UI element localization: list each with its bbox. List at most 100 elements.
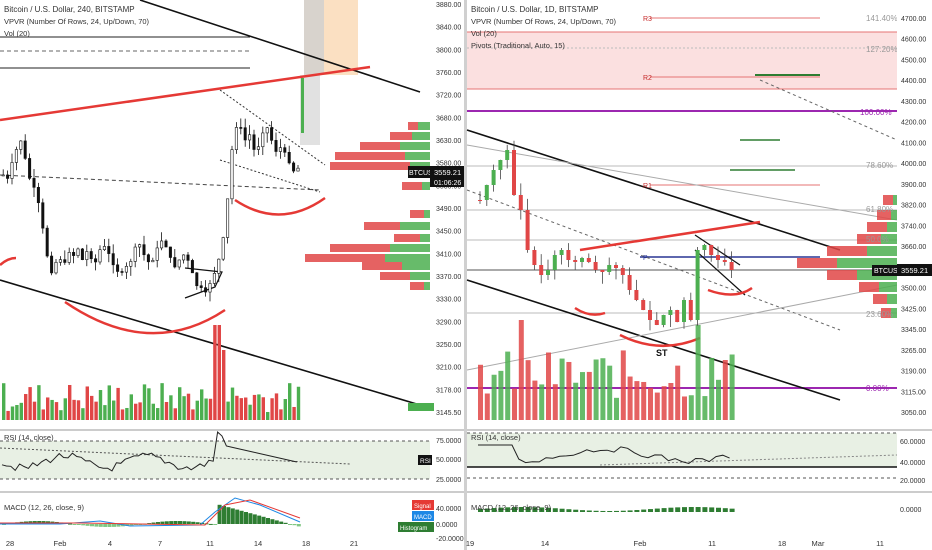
vpvr-up-bar: [424, 210, 430, 218]
ticker-tag: [408, 166, 430, 178]
volume-bar: [695, 325, 701, 420]
vpvr-down-bar: [330, 162, 410, 170]
price-tick-label: 3330.00: [436, 297, 461, 304]
macd-bar: [641, 509, 647, 512]
candle-body: [98, 249, 102, 263]
right-time-axis[interactable]: 19 14 Feb 11 18 Mar 11: [466, 539, 884, 548]
vpvr-up-bar: [891, 308, 897, 318]
macd-tag-label: MACD: [414, 515, 432, 521]
left-vol-label: Vol (20): [4, 29, 30, 38]
candle-body: [518, 195, 523, 210]
ticker-label: BTCUSD: [409, 170, 438, 177]
macd-bar: [195, 522, 200, 524]
candle-body: [45, 227, 49, 257]
price-tick-label: 3900.00: [901, 182, 926, 189]
macd-bar: [81, 524, 86, 526]
candle-body: [287, 152, 291, 164]
volume-bar: [160, 383, 164, 420]
volume-bar: [72, 399, 76, 420]
volume-bar: [222, 350, 226, 420]
right-vpvr-label: VPVR (Number Of Rows, 24, Up/Down, 70): [471, 17, 617, 26]
volume-bar: [213, 325, 217, 420]
candle-body: [491, 170, 496, 185]
volume-bar: [81, 408, 85, 420]
candle-body: [648, 310, 652, 320]
macd-bar: [661, 508, 667, 512]
volume-bar: [532, 380, 538, 420]
thin-trend-line: [466, 284, 898, 371]
vpvr-down-bar: [330, 244, 390, 252]
volume-bar: [498, 370, 504, 420]
vpvr-up-bar: [390, 244, 430, 252]
vpvr-up-bar: [891, 210, 897, 220]
candle-body: [41, 202, 45, 229]
macd-bar: [552, 508, 558, 512]
left-time-axis[interactable]: 28 Feb 4 7 11 14 18 21: [6, 539, 358, 548]
vpvr-down-bar: [410, 210, 424, 218]
volume-bar: [586, 371, 592, 420]
candle-body: [512, 150, 516, 195]
candle-body: [243, 127, 247, 141]
signal-line: [0, 499, 301, 526]
price-tick-label: 3800.00: [436, 47, 461, 54]
vpvr-up-bar: [402, 262, 430, 270]
time-tick-label: 7: [158, 539, 162, 548]
thin-trend-line: [466, 144, 898, 221]
volume-bar: [76, 400, 81, 420]
macd-bar: [98, 524, 103, 527]
candle-body: [265, 127, 269, 134]
red-resistance-line: [0, 65, 371, 122]
vpvr-up-bar: [400, 222, 430, 230]
candle-body: [151, 260, 155, 263]
macd-bar: [178, 521, 182, 524]
vpvr-down-bar: [380, 272, 410, 280]
candle-body: [234, 127, 238, 150]
vpvr-down-bar: [827, 246, 867, 256]
left-price-scale[interactable]: [430, 0, 464, 430]
time-tick-label: 28: [6, 539, 14, 548]
volume-bar: [32, 401, 37, 420]
volume-bar: [134, 403, 138, 420]
vpvr-down-bar: [335, 152, 405, 160]
volume-bar: [10, 406, 15, 420]
macd-bar: [729, 508, 735, 512]
volume-bar: [552, 384, 558, 420]
macd-bar: [252, 514, 257, 524]
vpvr-down-bar: [797, 258, 837, 268]
channel-lower-line: [466, 279, 841, 401]
red-arc: [619, 333, 701, 347]
vpvr-down-bar: [883, 195, 893, 205]
price-tick-label: 3210.00: [436, 365, 461, 372]
candle-body: [634, 290, 639, 300]
price-tick-label: 3450.00: [436, 229, 461, 236]
volume-bar: [716, 379, 721, 420]
candle-body: [204, 287, 208, 293]
volume-tag: [408, 403, 434, 411]
vpvr-up-bar: [420, 234, 430, 242]
vpvr-down-bar: [364, 222, 400, 230]
volume-bar: [248, 404, 252, 420]
volume-bar: [182, 396, 186, 420]
time-tick-label: 18: [778, 539, 786, 548]
last-price-tag: [897, 264, 932, 276]
price-tick-label: 3760.00: [436, 70, 461, 77]
macd-bar: [261, 516, 266, 524]
volume-bar: [484, 393, 490, 420]
right-chart-panel[interactable]: ST 141.40% 127.20% 100.00% 78.60% 61.80%…: [466, 0, 932, 548]
left-chart-panel[interactable]: 3880.00 3840.00 3800.00 3760.00 3720.00 3680.…: [0, 0, 464, 548]
volume-bar: [266, 411, 270, 420]
macd-bar: [709, 507, 715, 512]
macd-bar: [668, 507, 674, 512]
wedge-upper: [694, 234, 741, 266]
candle-body: [32, 178, 36, 188]
fib-label-236: 23.60%: [866, 310, 893, 319]
candle-body: [10, 162, 14, 179]
volume-bar: [600, 358, 606, 420]
candle-body: [72, 252, 76, 256]
volume-bar: [230, 387, 235, 420]
volume-bar: [614, 397, 619, 420]
macd-bar: [94, 524, 99, 527]
right-price-scale[interactable]: [897, 0, 932, 430]
volume-bar: [252, 394, 257, 420]
